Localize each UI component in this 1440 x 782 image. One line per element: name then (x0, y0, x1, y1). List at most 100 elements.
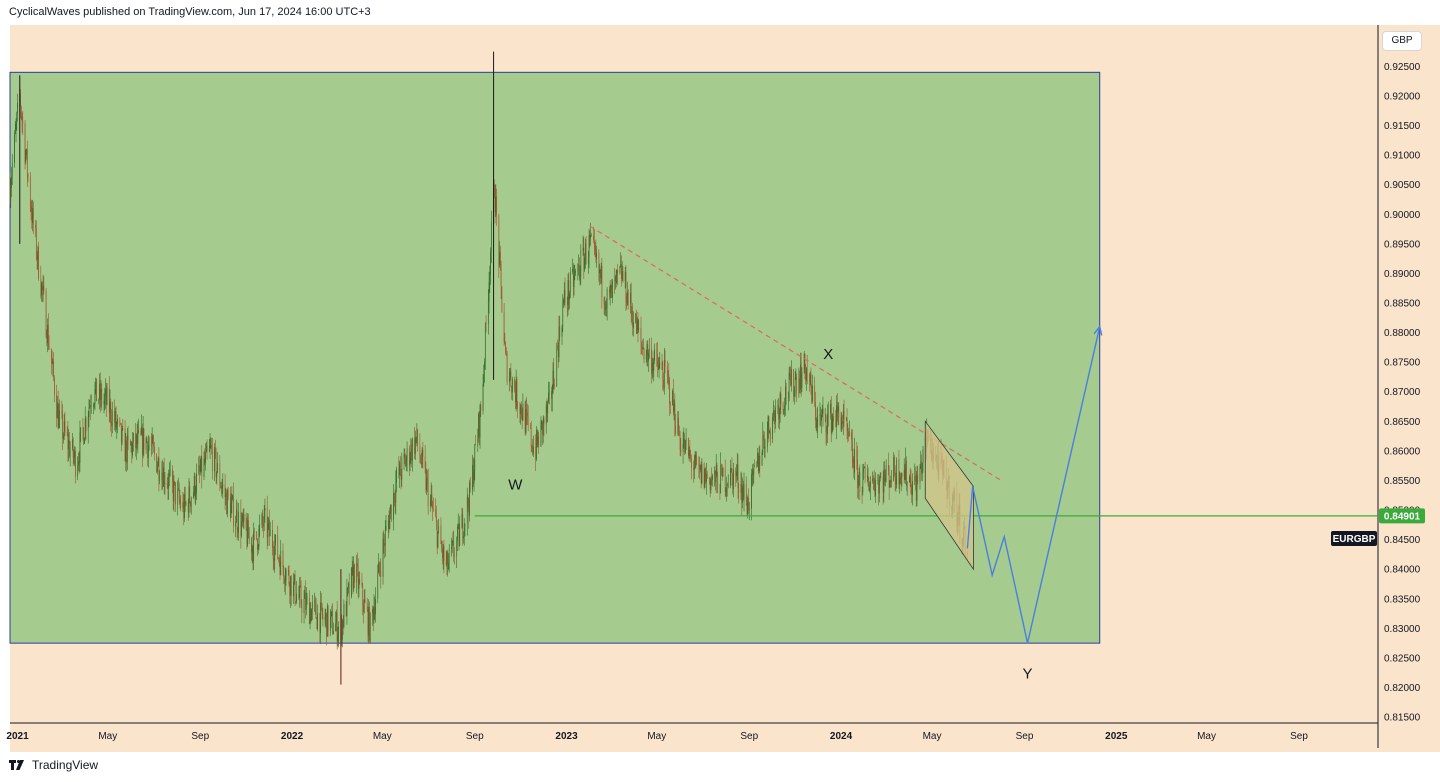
candle-body (478, 413, 480, 438)
candle-body (351, 567, 352, 597)
candle-body (921, 461, 922, 475)
candle-body (99, 383, 101, 400)
candle-body (362, 584, 364, 605)
time-tick-label: Sep (191, 731, 209, 742)
candle-body (910, 477, 912, 493)
candle-body (562, 304, 564, 328)
candle-body (236, 509, 237, 523)
candle-body (727, 485, 729, 487)
candle-body (922, 449, 924, 464)
candle-body (27, 174, 29, 177)
candle-body (275, 534, 276, 546)
candle-body (309, 608, 311, 625)
candle-body (699, 464, 700, 470)
candle-body (643, 348, 645, 360)
candle-body (463, 523, 465, 537)
candle-body (43, 286, 45, 292)
candle-body (298, 593, 300, 599)
candle-body (453, 540, 455, 556)
candle-body (30, 206, 32, 213)
candle-body (267, 523, 269, 538)
candle-body (757, 453, 759, 472)
candle-body (316, 618, 318, 629)
candle-body (293, 574, 295, 582)
candle-body (135, 434, 137, 449)
candle-body (443, 546, 445, 562)
candle-body (553, 370, 555, 385)
candle-body (380, 570, 382, 577)
price-tick-label: 0.82500 (1384, 653, 1421, 664)
candle-body (791, 369, 792, 386)
candle-body (854, 449, 855, 473)
candle-body (821, 415, 822, 421)
candle-body (198, 465, 200, 474)
candle-body (651, 348, 652, 374)
candle-body (578, 264, 579, 266)
candle-body (494, 197, 496, 213)
candle-body (617, 269, 619, 273)
candle-body (848, 432, 850, 437)
candle-body (731, 468, 733, 474)
candle-body (905, 460, 907, 480)
tradingview-brand[interactable]: TradingView (9, 758, 98, 772)
candle-body (836, 405, 838, 413)
candle-body (46, 337, 48, 344)
candle-body (758, 455, 760, 472)
candle-body (24, 123, 26, 163)
candle-body (701, 464, 703, 483)
candle-body (178, 488, 179, 489)
candle-body (488, 282, 490, 302)
candle-body (101, 388, 103, 405)
candle-body (527, 412, 528, 417)
candle-body (142, 426, 143, 455)
candle-body (810, 374, 812, 388)
range-box[interactable] (9, 71, 1101, 644)
candle-body (130, 444, 132, 445)
candle-body (147, 442, 148, 459)
candle-body (872, 478, 873, 482)
candle-body (73, 456, 75, 458)
candle-body (737, 464, 739, 489)
candle-body (282, 550, 284, 568)
currency-button[interactable]: GBP (1382, 31, 1422, 51)
candle-body (861, 491, 863, 493)
candle-body (864, 466, 866, 478)
candle-body (551, 390, 552, 399)
candle-body (485, 323, 487, 325)
candle-body (430, 495, 432, 499)
candle-body (405, 457, 406, 467)
time-axis-background (10, 723, 1378, 752)
descending-channel[interactable] (924, 420, 974, 571)
candle-body (642, 346, 643, 350)
candle-body (226, 493, 227, 515)
candle-body (661, 362, 663, 370)
projection-path[interactable] (966, 326, 1101, 644)
candle-body (717, 475, 719, 493)
candle-body (900, 473, 902, 484)
candle-body (547, 401, 549, 414)
candle-body (294, 574, 296, 602)
candle-body (264, 508, 266, 511)
publication-info: CyclicalWaves published on TradingView.c… (9, 6, 371, 18)
candle-body (868, 485, 870, 491)
candle-body (798, 378, 800, 393)
candle-body (142, 428, 144, 455)
time-tick-label: 2025 (1105, 731, 1128, 742)
candle-body (584, 257, 585, 271)
wave-label-w: W (508, 476, 523, 493)
candle-body (832, 416, 834, 420)
candle-body (533, 446, 534, 455)
candle-body (287, 569, 289, 571)
candle-body (390, 505, 391, 514)
candle-body (474, 444, 476, 471)
candle-body (636, 320, 638, 334)
candle-body (31, 212, 33, 223)
candle-body (842, 421, 843, 424)
candle-body (669, 379, 670, 405)
candle-body (583, 247, 585, 271)
candle-body (290, 576, 291, 596)
candle-body (863, 467, 864, 472)
candle-body (161, 472, 163, 481)
candle-body (641, 342, 643, 347)
